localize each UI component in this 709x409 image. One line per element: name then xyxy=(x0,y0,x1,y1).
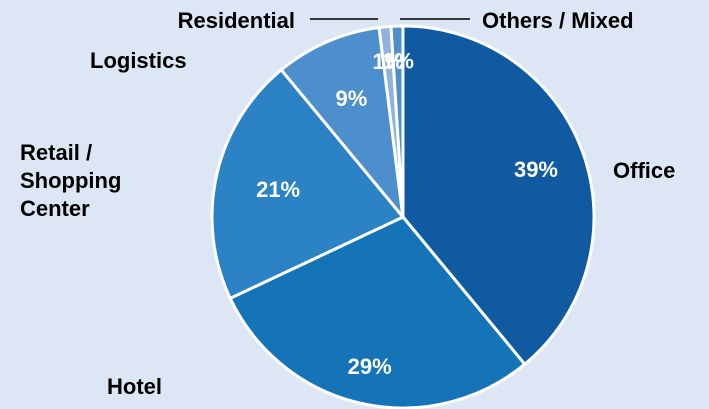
category-labels: Office Hotel Retail / Shopping Center Logisti… xyxy=(20,8,675,399)
category-label-2: Hotel xyxy=(107,374,162,399)
pie-slice-6 xyxy=(389,24,405,219)
pie-slice-4 xyxy=(279,26,405,219)
pie-slices xyxy=(210,24,596,409)
category-label-3: Retail / Shopping Center xyxy=(20,140,121,221)
category-label-5: Residential xyxy=(178,8,295,33)
slice-value-label-2: 29% xyxy=(348,354,392,379)
category-label-1: Office xyxy=(613,158,675,183)
category-label-6: Others / Mixed xyxy=(482,8,634,33)
category-label-line: Retail / xyxy=(20,140,92,165)
value-labels: 39%29%21%9%1%1% xyxy=(256,48,558,379)
category-label-line: Center xyxy=(20,196,90,221)
slice-value-label-4: 9% xyxy=(336,86,368,111)
pie-slice-1 xyxy=(401,24,596,366)
slice-value-label-6: 1% xyxy=(382,48,414,73)
slice-value-label-5: 1% xyxy=(372,49,404,74)
category-label-4: Logistics xyxy=(90,48,187,73)
slice-value-label-3: 21% xyxy=(256,177,300,202)
category-label-line: Shopping xyxy=(20,168,121,193)
slice-value-label-1: 39% xyxy=(514,157,558,182)
pie-slice-3 xyxy=(210,68,405,300)
